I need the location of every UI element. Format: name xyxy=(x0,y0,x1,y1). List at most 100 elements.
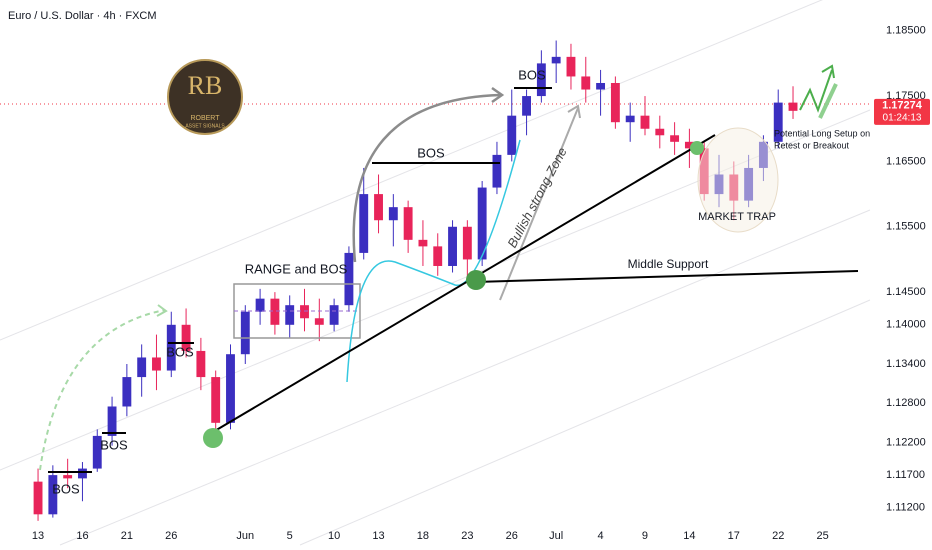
candle-body xyxy=(670,135,680,142)
axes: 1.185001.175001.165001.155001.145001.140… xyxy=(32,25,930,542)
x-tick-label: 26 xyxy=(506,530,518,542)
y-tick-label: 1.15500 xyxy=(886,221,926,233)
candle-body xyxy=(388,207,398,221)
green-zigzag xyxy=(799,69,833,113)
candle-body xyxy=(314,318,324,325)
candle-body xyxy=(655,128,665,136)
x-tick-label: 25 xyxy=(817,530,829,542)
annotation: BOS xyxy=(100,437,128,452)
x-tick-label: 23 xyxy=(461,530,473,542)
candles xyxy=(33,40,798,521)
annotation: RANGE and BOS xyxy=(245,261,348,276)
x-tick-label: 17 xyxy=(728,530,740,542)
countdown: 01:24:13 xyxy=(883,112,922,123)
candle-body xyxy=(492,154,502,188)
candle-body xyxy=(581,76,591,90)
trendline xyxy=(212,134,716,433)
bos-lines xyxy=(48,87,552,473)
candle-body xyxy=(255,298,265,312)
grey-arc xyxy=(352,93,501,263)
candle-body xyxy=(566,56,576,77)
candle-body xyxy=(240,311,250,355)
candle-body xyxy=(596,82,606,90)
y-tick-label: 1.14500 xyxy=(886,286,926,298)
candle-body xyxy=(359,194,369,253)
candle-body xyxy=(640,115,650,129)
candle-body xyxy=(166,324,176,371)
x-tick-label: 21 xyxy=(121,530,133,542)
x-tick-label: 9 xyxy=(642,530,648,542)
annotation: BOS xyxy=(518,67,546,82)
y-tick-label: 1.11700 xyxy=(886,469,925,481)
candle-body xyxy=(211,377,221,423)
candle-body xyxy=(92,435,102,469)
candle-body xyxy=(773,102,783,142)
logo-badge xyxy=(167,59,243,135)
pivot xyxy=(203,428,223,448)
candle-body xyxy=(403,207,413,240)
candle-body xyxy=(48,475,58,515)
y-tick-label: 1.11200 xyxy=(886,502,925,514)
candle-body xyxy=(684,141,694,149)
candle-body xyxy=(344,252,354,306)
x-tick-label: Jun xyxy=(236,530,254,542)
candle-body xyxy=(536,63,546,97)
candle-body xyxy=(300,305,309,319)
x-tick-label: 22 xyxy=(772,530,784,542)
annotation: MARKET TRAP xyxy=(698,211,776,223)
annotation: BOS xyxy=(52,481,80,496)
candle-body xyxy=(329,305,339,325)
candle-body xyxy=(137,357,147,378)
candle-body xyxy=(551,56,561,64)
candle-body xyxy=(270,298,280,325)
candle-body xyxy=(33,481,43,515)
candle-body xyxy=(285,305,295,325)
last-price: 1.17274 xyxy=(882,100,923,112)
pivot xyxy=(466,270,486,290)
annotation: BOS xyxy=(417,145,445,160)
x-tick-label: 5 xyxy=(287,530,293,542)
candle-body xyxy=(226,354,235,423)
candle-body xyxy=(63,475,73,479)
cyan-curve xyxy=(346,139,521,383)
logo-tagline: ASSET SIGNALS xyxy=(185,123,225,129)
candle-body xyxy=(433,246,443,266)
candle-body xyxy=(418,239,428,247)
pivot xyxy=(690,141,704,155)
candle-body xyxy=(122,377,132,407)
y-tick-label: 1.12800 xyxy=(886,397,926,409)
y-tick-label: 1.18500 xyxy=(886,25,926,37)
x-tick-label: 18 xyxy=(417,530,429,542)
x-tick-label: 16 xyxy=(76,530,88,542)
y-tick-label: 1.16500 xyxy=(886,155,926,167)
logo-name: ROBERT xyxy=(190,115,220,122)
x-tick-label: 13 xyxy=(32,530,44,542)
x-tick-label: Jul xyxy=(549,530,563,542)
candle-body xyxy=(448,226,457,266)
arrow-head xyxy=(156,304,168,317)
annotation: Middle Support xyxy=(628,257,709,271)
logo-initials: RB xyxy=(188,71,223,100)
middle-support xyxy=(474,270,859,283)
candle-body xyxy=(788,102,798,111)
candle-body xyxy=(610,82,620,123)
candle-body xyxy=(152,357,161,371)
candle-body xyxy=(522,96,532,116)
x-tick-label: 10 xyxy=(328,530,340,542)
x-tick-label: 4 xyxy=(598,530,604,542)
price-box xyxy=(874,98,930,125)
y-tick-label: 1.14000 xyxy=(886,319,926,331)
annotation: Potential Long Setup on xyxy=(774,128,870,138)
candle-body xyxy=(181,324,191,351)
drawings xyxy=(39,64,859,473)
green-arrow xyxy=(818,83,838,119)
x-tick-label: 13 xyxy=(372,530,384,542)
y-tick-label: 1.13400 xyxy=(886,358,926,370)
logo: RB ROBERT ASSET SIGNALS xyxy=(167,59,243,135)
candle-body xyxy=(477,187,487,260)
arrow-head xyxy=(821,64,835,79)
y-tick-label: 1.12200 xyxy=(886,436,926,448)
arrow-head xyxy=(567,104,581,119)
